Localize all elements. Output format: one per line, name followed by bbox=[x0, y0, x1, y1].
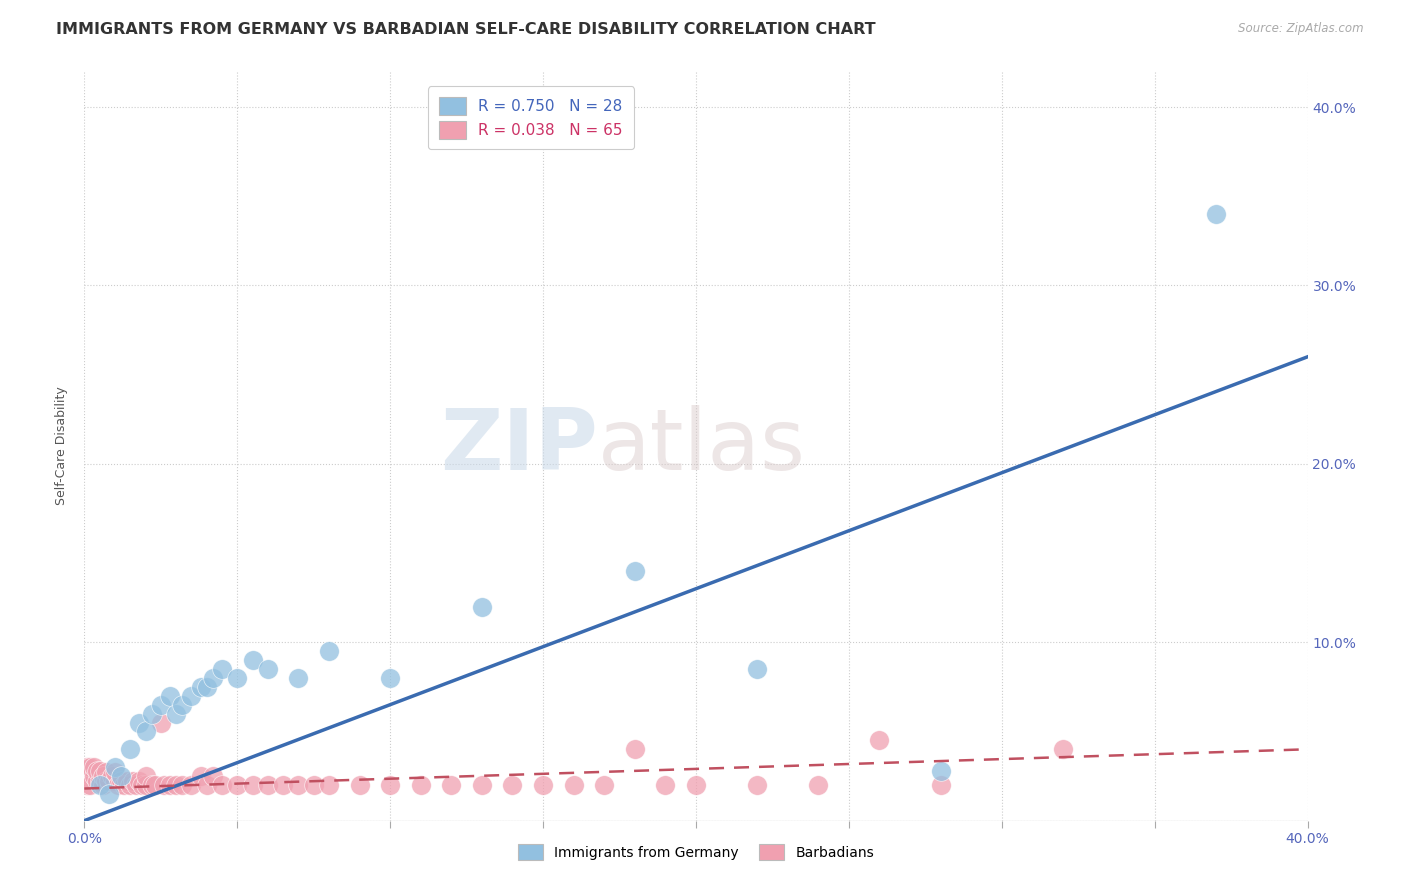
Point bbox=[86, 774, 108, 789]
Point bbox=[165, 706, 187, 721]
Point bbox=[79, 778, 101, 792]
Point bbox=[654, 778, 676, 792]
Point bbox=[302, 778, 325, 792]
Point bbox=[159, 689, 181, 703]
Point bbox=[242, 778, 264, 792]
Point bbox=[190, 769, 212, 783]
Point bbox=[502, 778, 524, 792]
Point bbox=[104, 774, 127, 789]
Point bbox=[107, 778, 129, 792]
Point bbox=[135, 769, 157, 783]
Text: IMMIGRANTS FROM GERMANY VS BARBADIAN SELF-CARE DISABILITY CORRELATION CHART: IMMIGRANTS FROM GERMANY VS BARBADIAN SEL… bbox=[56, 22, 876, 37]
Point bbox=[159, 778, 181, 792]
Point bbox=[1205, 207, 1227, 221]
Point bbox=[471, 778, 494, 792]
Point bbox=[149, 698, 172, 712]
Point bbox=[104, 760, 127, 774]
Text: Source: ZipAtlas.com: Source: ZipAtlas.com bbox=[1239, 22, 1364, 36]
Point bbox=[747, 778, 769, 792]
Point bbox=[141, 706, 163, 721]
Point bbox=[807, 778, 830, 792]
Point bbox=[122, 774, 145, 789]
Point bbox=[257, 778, 280, 792]
Point bbox=[257, 662, 280, 676]
Point bbox=[380, 778, 402, 792]
Point bbox=[91, 769, 114, 783]
Point bbox=[83, 769, 105, 783]
Point bbox=[593, 778, 616, 792]
Point bbox=[153, 778, 176, 792]
Point bbox=[929, 778, 952, 792]
Point bbox=[195, 778, 218, 792]
Point bbox=[125, 778, 148, 792]
Point bbox=[94, 774, 117, 789]
Point bbox=[120, 742, 142, 756]
Point bbox=[91, 778, 114, 792]
Text: ZIP: ZIP bbox=[440, 404, 598, 488]
Point bbox=[318, 644, 340, 658]
Point bbox=[380, 671, 402, 685]
Point bbox=[180, 778, 202, 792]
Point bbox=[1052, 742, 1074, 756]
Point bbox=[149, 715, 172, 730]
Point bbox=[135, 724, 157, 739]
Legend: Immigrants from Germany, Barbadians: Immigrants from Germany, Barbadians bbox=[508, 834, 884, 870]
Point bbox=[211, 662, 233, 676]
Point bbox=[287, 778, 309, 792]
Point bbox=[471, 599, 494, 614]
Point bbox=[624, 564, 647, 578]
Point bbox=[172, 698, 194, 712]
Point bbox=[115, 774, 138, 789]
Point bbox=[226, 778, 249, 792]
Point bbox=[104, 765, 127, 780]
Point bbox=[120, 778, 142, 792]
Point bbox=[201, 769, 224, 783]
Point bbox=[143, 778, 166, 792]
Y-axis label: Self-Care Disability: Self-Care Disability bbox=[55, 386, 69, 506]
Point bbox=[271, 778, 294, 792]
Point bbox=[110, 774, 132, 789]
Point bbox=[624, 742, 647, 756]
Point bbox=[165, 778, 187, 792]
Point bbox=[76, 760, 98, 774]
Point bbox=[172, 778, 194, 792]
Point bbox=[440, 778, 463, 792]
Point bbox=[226, 671, 249, 685]
Point bbox=[562, 778, 585, 792]
Point bbox=[135, 778, 157, 792]
Point bbox=[76, 778, 98, 792]
Point bbox=[112, 778, 135, 792]
Point bbox=[79, 760, 101, 774]
Point bbox=[97, 774, 120, 789]
Point bbox=[141, 778, 163, 792]
Point bbox=[97, 787, 120, 801]
Point bbox=[190, 680, 212, 694]
Point bbox=[110, 769, 132, 783]
Point bbox=[86, 764, 108, 778]
Point bbox=[242, 653, 264, 667]
Point bbox=[128, 715, 150, 730]
Point bbox=[101, 769, 124, 783]
Point bbox=[318, 778, 340, 792]
Point bbox=[89, 764, 111, 778]
Point bbox=[201, 671, 224, 685]
Point bbox=[287, 671, 309, 685]
Point bbox=[89, 774, 111, 789]
Point bbox=[531, 778, 554, 792]
Point bbox=[89, 778, 111, 792]
Point bbox=[83, 760, 105, 774]
Point bbox=[195, 680, 218, 694]
Point bbox=[409, 778, 432, 792]
Point bbox=[869, 733, 891, 747]
Point bbox=[94, 765, 117, 780]
Point bbox=[131, 778, 153, 792]
Point bbox=[211, 778, 233, 792]
Point bbox=[929, 764, 952, 778]
Point bbox=[180, 689, 202, 703]
Point bbox=[128, 774, 150, 789]
Point bbox=[685, 778, 707, 792]
Point bbox=[349, 778, 371, 792]
Text: atlas: atlas bbox=[598, 404, 806, 488]
Point bbox=[747, 662, 769, 676]
